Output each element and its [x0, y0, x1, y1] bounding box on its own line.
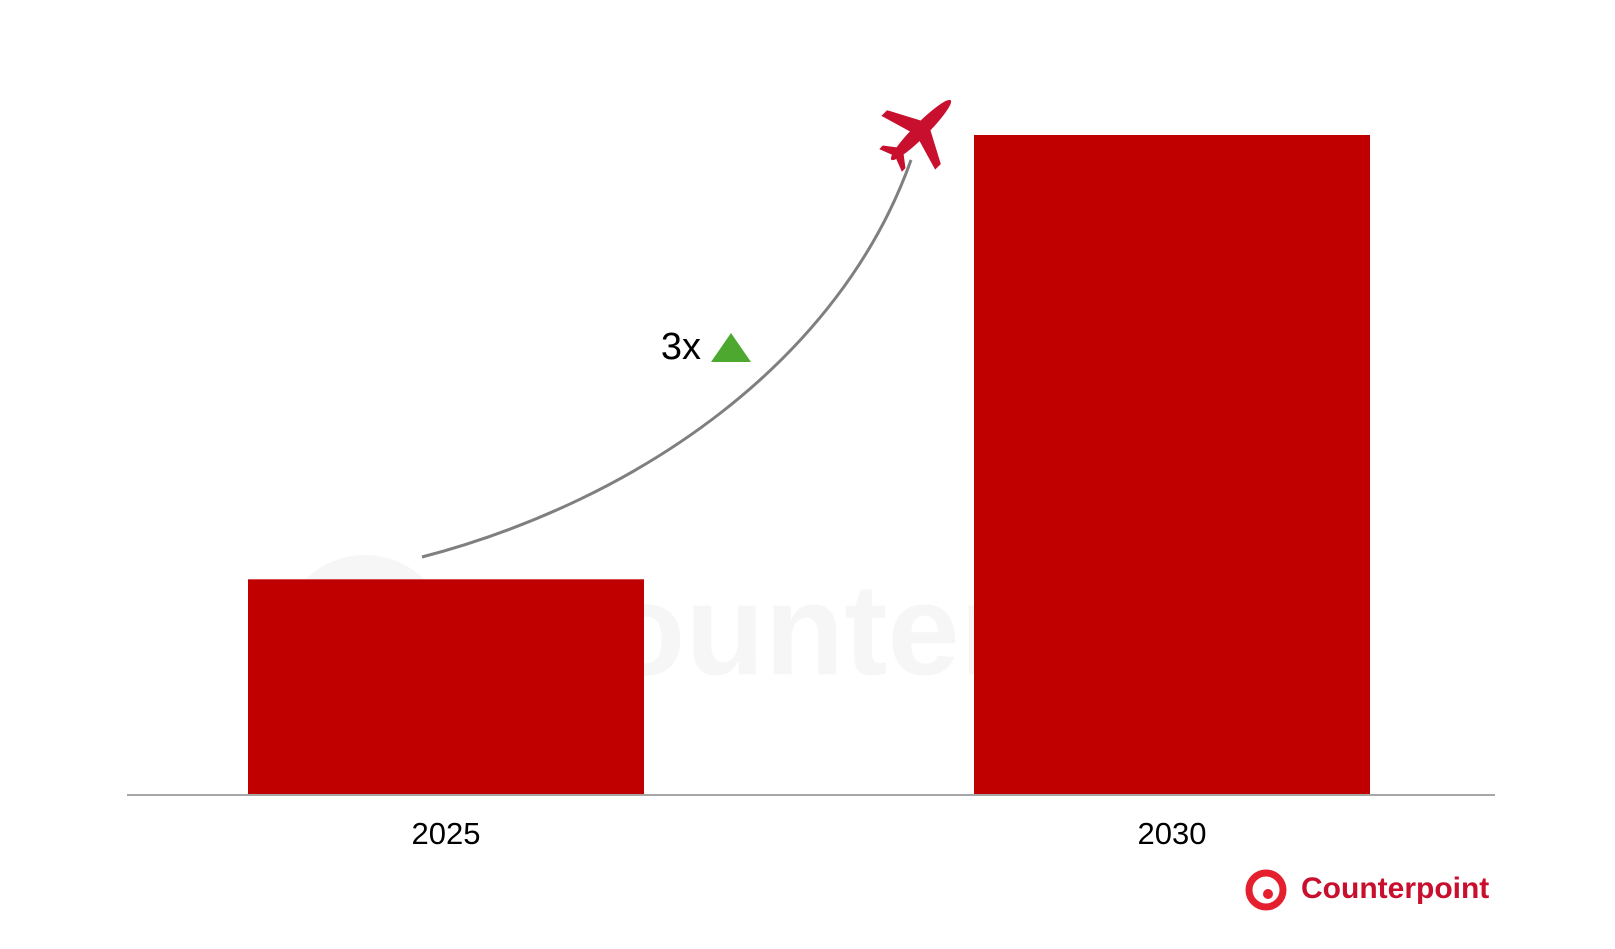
logo-text: Counterpoint	[1301, 872, 1489, 905]
annotation: 3x	[661, 326, 701, 368]
bar	[248, 579, 644, 795]
x-tick-label: 2025	[412, 816, 481, 851]
x-tick-label: 2030	[1138, 816, 1207, 851]
logo-icon-dot	[1263, 889, 1273, 899]
up-triangle	[711, 333, 751, 362]
growth-arrow	[421, 159, 913, 559]
logo-icon	[1245, 869, 1287, 911]
plot-area	[248, 135, 1370, 795]
bar	[974, 135, 1370, 795]
airplane-icon	[879, 99, 952, 172]
